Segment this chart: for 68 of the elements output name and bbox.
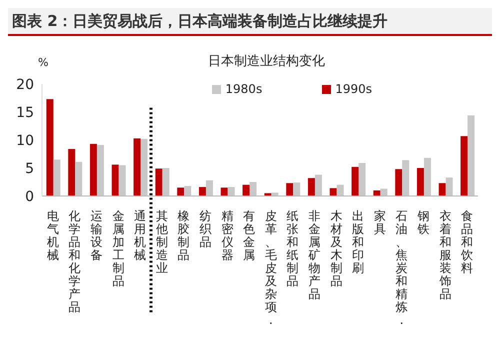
bar — [198, 187, 206, 196]
x-tick-label: 金属加工制品 — [112, 209, 124, 288]
legend-label: 1980s — [225, 82, 262, 96]
x-tick-label: 运输设备 — [90, 209, 102, 262]
x-tick-label: 木材及木制品 — [329, 209, 342, 288]
bar — [380, 188, 388, 196]
category-label: 皮革、毛皮及杂项. — [264, 209, 277, 327]
bar — [140, 138, 148, 196]
x-tick-label: 有色金属 — [243, 209, 256, 262]
bar — [177, 188, 184, 196]
x-tick-label: 钢铁 — [416, 209, 430, 236]
bar — [446, 178, 453, 196]
x-tick-label: 通用机械 — [134, 209, 146, 262]
bar — [395, 169, 402, 196]
y-tick-label: 10 — [16, 132, 34, 149]
bar — [402, 160, 410, 196]
bar — [264, 193, 272, 196]
bar — [460, 136, 468, 196]
bar — [220, 188, 228, 196]
y-tick-label: 15 — [16, 104, 34, 121]
chart-title: 图表 2：日美贸易战后，日本高端装备制造占比继续提升 — [8, 8, 492, 36]
x-tick-label: 其他制造业 — [156, 209, 168, 275]
y-tick-label: 0 — [25, 188, 34, 205]
bar — [75, 162, 82, 196]
bar — [228, 187, 235, 196]
bar — [416, 168, 424, 196]
bar — [162, 168, 170, 196]
x-tick-label: 纺织品 — [200, 209, 212, 249]
bar — [308, 178, 315, 196]
bar — [468, 115, 475, 196]
bar — [314, 174, 322, 196]
bar — [438, 183, 446, 196]
bar — [352, 166, 359, 196]
bar — [134, 138, 141, 196]
bar — [46, 99, 54, 196]
bar — [250, 182, 257, 196]
bar — [112, 164, 119, 196]
y-tick-label: 20 — [16, 76, 34, 93]
bar — [424, 158, 431, 196]
bar — [96, 145, 104, 196]
x-tick-label: 食品和饮料 — [460, 209, 474, 275]
bar — [242, 184, 250, 196]
x-tick-label: 精密仪器 — [221, 209, 234, 262]
x-tick-label: 非金属矿物产品 — [308, 209, 320, 301]
bar — [293, 182, 300, 196]
x-tick-label: 化学品和化学产品 — [68, 209, 81, 314]
legend-label: 1990s — [335, 82, 372, 96]
bar — [286, 183, 294, 196]
x-tick-label: 纸张和纸制品 — [286, 209, 299, 288]
category-label: 石油、焦炭和精炼. — [396, 209, 408, 327]
bar — [155, 168, 162, 196]
bar — [118, 165, 126, 196]
x-tick-label: 出版和印刷 — [352, 209, 364, 275]
bar — [330, 188, 337, 196]
bar — [68, 148, 76, 196]
y-axis-title: % — [38, 56, 48, 69]
bar — [206, 180, 213, 196]
y-tick-label: 5 — [25, 160, 34, 177]
bar — [336, 184, 344, 196]
x-tick-label: 衣着和服装饰品 — [438, 209, 452, 301]
x-tick-label: 橡胶制品 — [178, 209, 190, 262]
bar — [53, 160, 60, 196]
x-tick-label: 家具 — [374, 209, 386, 236]
chart-subtitle: 日本制造业结构变化 — [208, 53, 325, 70]
bar — [90, 144, 97, 196]
bar — [358, 162, 366, 196]
bar — [184, 186, 192, 196]
x-tick-label: 电气机械 — [46, 209, 59, 262]
